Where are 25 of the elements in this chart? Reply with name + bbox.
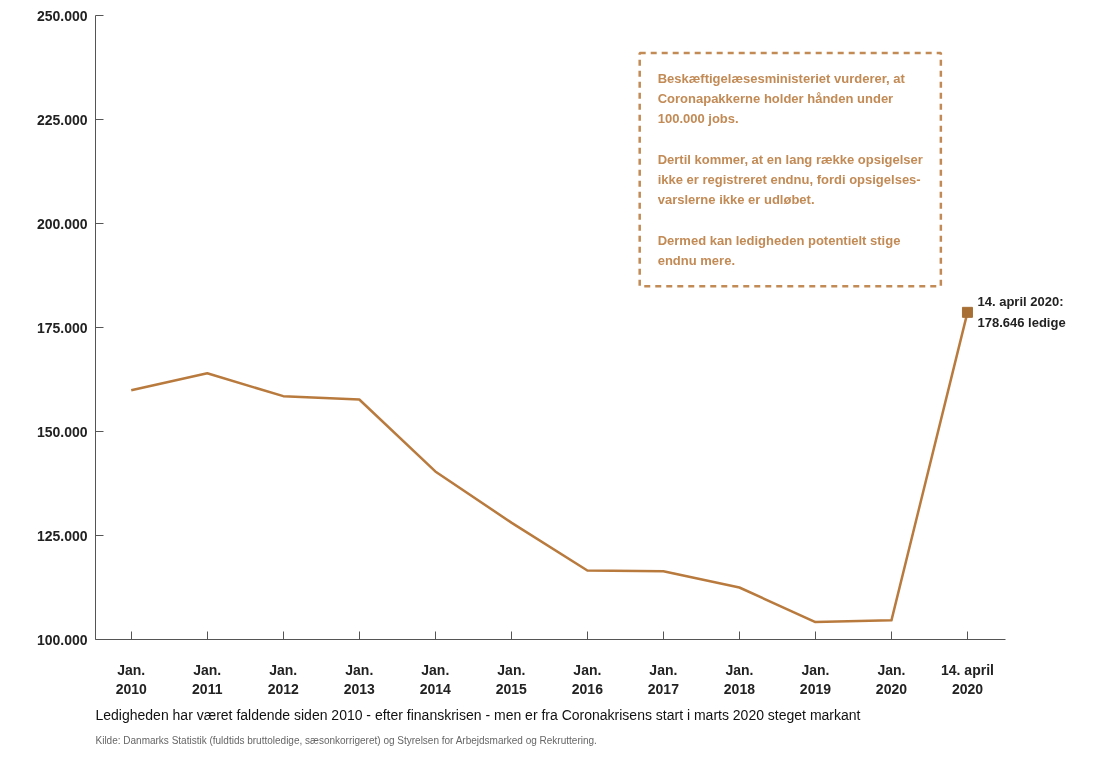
x-tick-label: Jan. 2013 <box>343 661 376 697</box>
x-tick-label: Jan. 2015 <box>495 661 528 697</box>
x-tick-label: Jan. 2017 <box>647 661 680 697</box>
x-tick-label: Jan. 2012 <box>267 661 300 697</box>
x-tick-label: Jan. 2016 <box>571 661 604 697</box>
x-tick-label: Jan. 2020 <box>875 661 908 697</box>
annotation: 14. april 2020: 178.646 ledige <box>977 294 1066 331</box>
x-tick-label: Jan. 2011 <box>192 661 223 697</box>
y-tick-label: 200.000 <box>36 215 88 232</box>
text: Kilde: Danmarks Statistik (fuldtids bruttoledige, sæsonkorrigeret) og Styrelsen for Arbejdsmarked og Rekruttering. <box>95 734 597 746</box>
y-tick-label: 250.000 <box>36 7 88 24</box>
y-tick-label: 225.000 <box>36 111 88 128</box>
y-tick-label: 175.000 <box>36 319 88 336</box>
y-tick-label: 100.000 <box>36 631 88 648</box>
x-tick-label: 14. april 2020 <box>941 661 994 697</box>
y-tick-label: 150.000 <box>36 423 88 440</box>
annotation: Dermed kan ledigheden potentielt stige endnu mere. <box>657 232 901 269</box>
text: Ledigheden har været faldende siden 2010 - efter finanskrisen - men er fra Coronakrisens start i marts 2020 steget markant <box>95 706 861 723</box>
x-tick-label: Jan. 2010 <box>115 661 148 697</box>
x-tick-label: Jan. 2018 <box>723 661 756 697</box>
x-tick-label: Jan. 2019 <box>799 661 832 697</box>
x-tick-label: Jan. 2014 <box>419 661 452 697</box>
annotation: Dertil kommer, at en lang række opsigelser ikke er registreret endnu, fordi opsigelses- varslerne ikke er udløbet. <box>657 151 923 208</box>
y-tick-label: 125.000 <box>36 527 88 544</box>
annotation: Beskæftigelæsesministeriet vurderer, at Coronapakkerne holder hånden under 100.000 jobs. <box>657 70 906 127</box>
